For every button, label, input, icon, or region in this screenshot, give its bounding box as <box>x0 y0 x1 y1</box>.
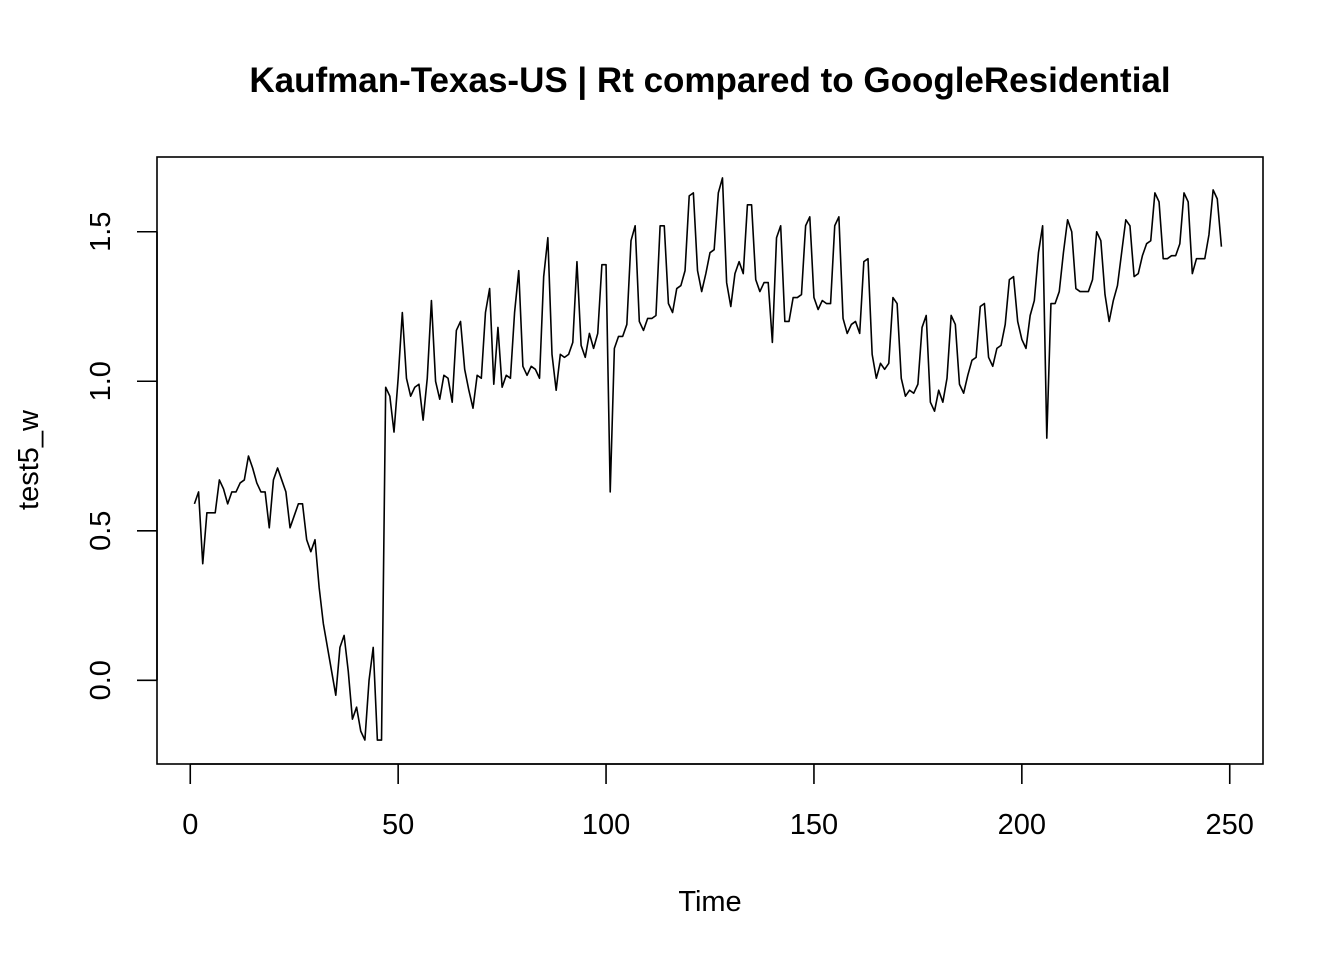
y-axis-label: test5_w <box>13 409 45 510</box>
y-tick-label: 0.0 <box>85 660 117 700</box>
x-axis-label: Time <box>678 886 741 918</box>
series-line <box>193 177 1223 741</box>
y-tick-label: 1.0 <box>85 361 117 401</box>
x-tick-label: 250 <box>1206 809 1254 841</box>
x-tick-label: 50 <box>382 809 414 841</box>
x-tick-label: 200 <box>998 809 1046 841</box>
x-tick-label: 100 <box>582 809 630 841</box>
x-tick-label: 0 <box>182 809 198 841</box>
chart-title: Kaufman-Texas-US | Rt compared to Google… <box>249 61 1170 100</box>
y-axis: 0.0 0.5 1.0 1.5 <box>85 212 158 700</box>
plot-frame <box>156 156 1264 765</box>
x-axis: 0 50 100 150 200 250 <box>182 763 1254 841</box>
y-tick-label: 1.5 <box>85 212 117 252</box>
y-tick-label: 0.5 <box>85 511 117 551</box>
x-tick-label: 150 <box>790 809 838 841</box>
